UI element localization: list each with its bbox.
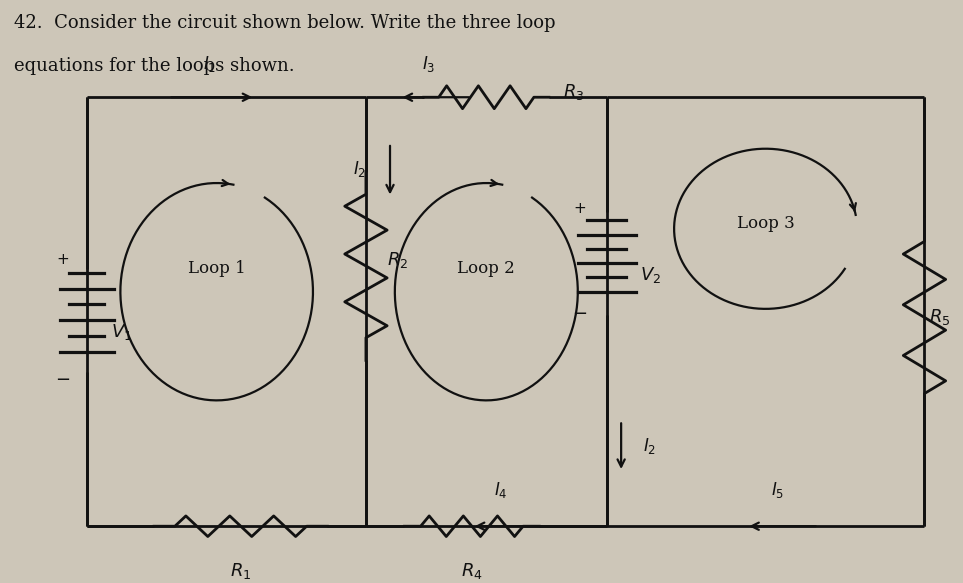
Text: $R_5$: $R_5$ (929, 307, 950, 328)
Text: $R_1$: $R_1$ (230, 560, 251, 581)
Text: $-$: $-$ (55, 368, 70, 387)
Text: $-$: $-$ (572, 303, 587, 321)
Text: $+$: $+$ (56, 253, 69, 267)
Text: 42.  Consider the circuit shown below. Write the three loop: 42. Consider the circuit shown below. Wr… (14, 15, 556, 32)
Text: $I_2$: $I_2$ (643, 436, 657, 456)
Text: $R_4$: $R_4$ (461, 560, 482, 581)
Text: $I_1$: $I_1$ (203, 54, 217, 75)
Text: $I_3$: $I_3$ (422, 54, 435, 75)
Text: $V_1$: $V_1$ (111, 322, 132, 342)
Text: $I_2$: $I_2$ (352, 159, 366, 179)
Text: $I_5$: $I_5$ (771, 480, 785, 500)
Text: $+$: $+$ (573, 202, 586, 216)
Text: $V_2$: $V_2$ (640, 265, 662, 285)
Text: Loop 2: Loop 2 (457, 261, 515, 278)
Text: $R_3$: $R_3$ (563, 82, 585, 101)
Text: Loop 1: Loop 1 (188, 261, 246, 278)
Text: Loop 3: Loop 3 (737, 215, 794, 231)
Text: $I_4$: $I_4$ (494, 480, 508, 500)
Text: $R_2$: $R_2$ (387, 250, 408, 271)
Text: equations for the loops shown.: equations for the loops shown. (14, 57, 295, 75)
